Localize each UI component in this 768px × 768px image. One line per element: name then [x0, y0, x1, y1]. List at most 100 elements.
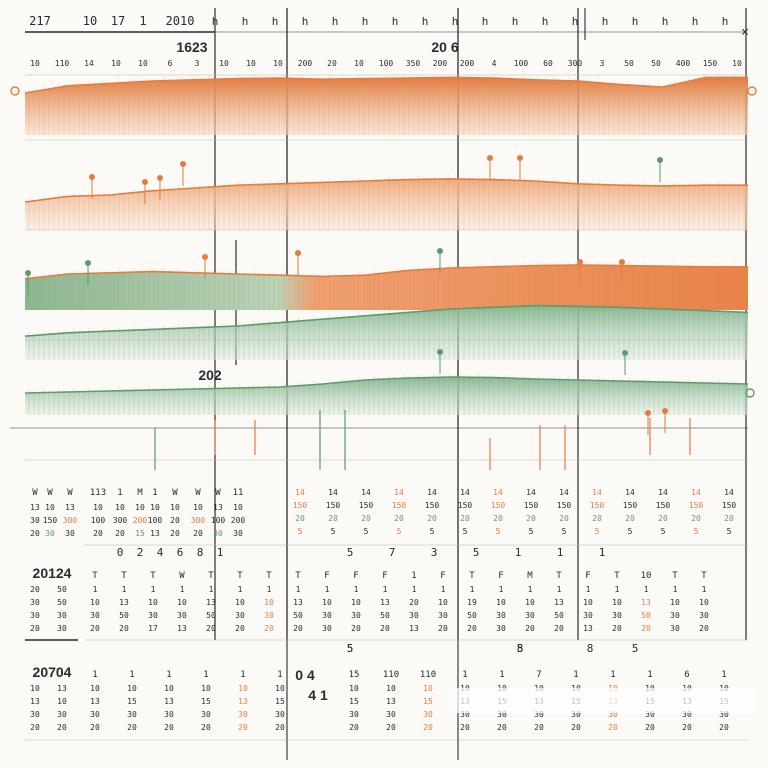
calendar-cell: 30	[164, 710, 174, 719]
calendar-cell: 13	[380, 598, 390, 607]
calendar-header: T	[701, 571, 707, 581]
calendar-cell: 30	[322, 624, 332, 633]
split-label: 5	[632, 642, 639, 655]
split-label: 5	[347, 546, 354, 559]
calendar-cell: 30	[409, 611, 419, 620]
calendar-cell: 20	[235, 624, 245, 633]
calendar-cell: 5	[298, 527, 303, 536]
calendar-cell: 13	[641, 598, 651, 607]
calendar-cell: 14	[658, 488, 668, 497]
calendar-cell: 15	[201, 697, 211, 706]
calendar-cell: 20	[295, 514, 305, 523]
calendar-cell: 13	[238, 697, 248, 706]
calendar-cell: 10	[93, 503, 103, 512]
calendar-header: 1	[129, 670, 134, 680]
calendar-cell: 200	[133, 516, 148, 525]
header-glyph: h	[272, 15, 279, 28]
pin-marker	[85, 260, 91, 266]
pin-marker	[577, 259, 583, 265]
calendar-header: T	[92, 571, 98, 581]
calendar-header: 6	[684, 670, 689, 680]
calendar-cell: 150	[557, 501, 572, 510]
calendar-cell: 20	[394, 514, 404, 523]
calendar-cell: 50	[293, 611, 303, 620]
handle-right[interactable]	[745, 388, 755, 398]
calendar-cell: 50	[206, 611, 216, 620]
area-band	[25, 77, 748, 135]
calendar-cell: 20	[57, 723, 67, 732]
calendar-header: 15	[349, 670, 360, 680]
calendar-cell: 20	[719, 723, 729, 732]
calendar-cell: 30	[30, 710, 40, 719]
calendar-header: T	[150, 571, 156, 581]
header-glyph: h	[512, 15, 519, 28]
calendar-header: 1	[462, 670, 467, 680]
calendar-cell: 20	[526, 514, 536, 523]
calendar-header: W	[215, 488, 221, 498]
calendar-cell: 100	[91, 516, 106, 525]
calendar-cell: 30	[608, 710, 618, 719]
calendar-header: 1	[499, 670, 504, 680]
calendar-year: 20704	[33, 664, 72, 680]
calendar-cell: 20	[170, 516, 180, 525]
header-label: 10	[83, 14, 97, 28]
tick-label: 3	[600, 59, 605, 68]
area-band	[25, 178, 748, 230]
calendar-cell: 30	[438, 611, 448, 620]
calendar-cell: 20	[682, 723, 692, 732]
calendar-cell: 20	[699, 624, 709, 633]
calendar-header: 110	[420, 670, 436, 680]
calendar-header: T	[469, 571, 475, 581]
calendar-cell: 30	[264, 611, 274, 620]
header-glyph: h	[572, 15, 579, 28]
calendar-cell: 50	[57, 598, 67, 607]
calendar-cell: 300	[191, 516, 206, 525]
smudge	[455, 688, 755, 713]
calendar-cell: 1	[673, 585, 678, 594]
calendar-cell: 14	[559, 488, 569, 497]
handle-left[interactable]	[10, 86, 20, 96]
calendar-cell: 20	[625, 514, 635, 523]
calendar-cell: 20	[608, 723, 618, 732]
calendar-cell: 1	[325, 585, 330, 594]
handle-right[interactable]	[747, 86, 757, 96]
calendar-cell: 13	[65, 503, 75, 512]
calendar-cell: 14	[328, 488, 338, 497]
calendar-cell: 150	[491, 501, 506, 510]
calendar-cell: 1	[383, 585, 388, 594]
calendar-cell: 10	[201, 684, 211, 693]
calendar-cell: 20	[361, 514, 371, 523]
calendar-header: 1	[203, 670, 208, 680]
header-glyph: h	[302, 15, 309, 28]
calendar-cell: 10	[322, 598, 332, 607]
pin-marker	[157, 175, 163, 181]
calendar-cell: 5	[430, 527, 435, 536]
calendar-cell: 15	[423, 697, 433, 706]
calendar-cell: 15	[275, 697, 285, 706]
split-label: 6	[177, 546, 184, 559]
calendar-cell: 13	[150, 529, 160, 538]
calendar-header: F	[324, 571, 329, 581]
tick-label: 3	[195, 59, 200, 68]
calendar-cell: 10	[612, 598, 622, 607]
calendar-cell: 14	[427, 488, 437, 497]
series-line	[24, 264, 748, 280]
calendar-cell: 10	[496, 598, 506, 607]
calendar-cell: 10	[583, 598, 593, 607]
calendar-cell: 5	[397, 527, 402, 536]
calendar-header: M	[137, 488, 143, 498]
calendar-cell: 13	[386, 697, 396, 706]
calendar-cell: 30	[177, 611, 187, 620]
calendar-header: 110	[383, 670, 399, 680]
close-mark: ×	[741, 25, 749, 40]
calendar-header: 1	[92, 670, 97, 680]
calendar-cell: 5	[562, 527, 567, 536]
calendar-cell: 10	[423, 684, 433, 693]
calendar-cell: 30	[275, 710, 285, 719]
area-band	[25, 305, 748, 360]
calendar-cell: 30	[645, 710, 655, 719]
calendar-cell: 13	[409, 624, 419, 633]
calendar-cell: 20	[30, 624, 40, 633]
tick-label: 10	[111, 59, 121, 68]
tick-label: 200	[433, 59, 448, 68]
